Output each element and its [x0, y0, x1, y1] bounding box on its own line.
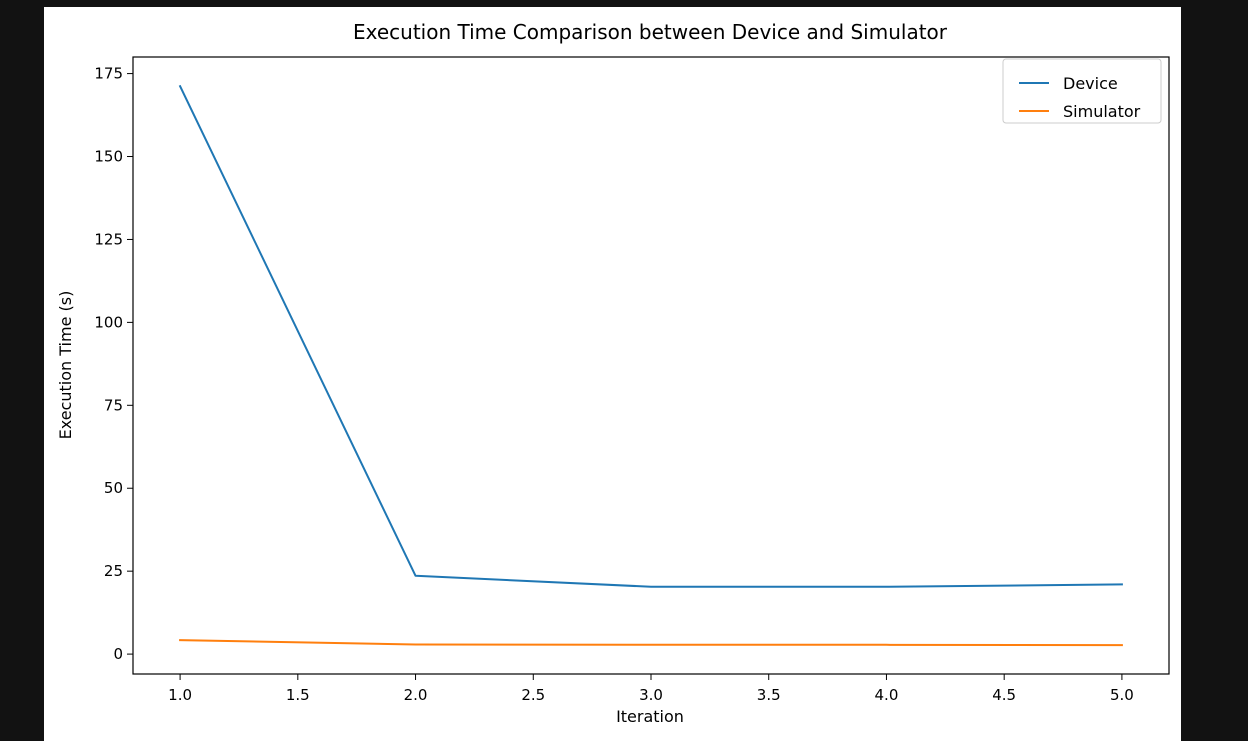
y-axis-label: Execution Time (s): [56, 291, 75, 440]
y-tick-label: 150: [94, 148, 123, 166]
x-tick-label: 4.0: [875, 686, 899, 704]
x-tick-label: 1.5: [286, 686, 310, 704]
chart-figure: Execution Time Comparison between Device…: [44, 7, 1181, 741]
y-tick-label: 175: [94, 65, 123, 83]
x-tick-label: 5.0: [1110, 686, 1134, 704]
line-chart: Execution Time Comparison between Device…: [56, 20, 1170, 726]
legend: Device Simulator: [1002, 58, 1162, 124]
legend-box: [1002, 58, 1162, 124]
x-tick-label: 1.0: [168, 686, 192, 704]
y-tick-label: 25: [104, 562, 123, 580]
x-tick-label: 4.5: [992, 686, 1016, 704]
x-tick-label: 2.0: [404, 686, 428, 704]
legend-label-simulator: Simulator: [1063, 102, 1141, 121]
y-tick-label: 125: [94, 230, 123, 248]
x-axis-label: Iteration: [616, 707, 684, 726]
series-layer: [178, 84, 1123, 647]
x-tick-label: 3.0: [639, 686, 663, 704]
y-axis: 0 25 50 75 100 125 150 175: [94, 65, 133, 663]
y-tick-label: 0: [113, 645, 123, 663]
series-line-simulator: [179, 639, 1123, 647]
plot-area-frame: [132, 56, 1170, 675]
x-tick-label: 2.5: [521, 686, 545, 704]
series-line-device: [178, 84, 1123, 588]
y-tick-label: 75: [104, 396, 123, 414]
x-tick-label: 3.5: [757, 686, 781, 704]
y-tick-label: 50: [104, 479, 123, 497]
x-axis: 1.0 1.5 2.0 2.5 3.0 3.5 4.0 4.5 5.0: [168, 674, 1134, 704]
chart-title: Execution Time Comparison between Device…: [353, 20, 948, 44]
y-tick-label: 100: [94, 313, 123, 331]
legend-label-device: Device: [1063, 74, 1118, 93]
